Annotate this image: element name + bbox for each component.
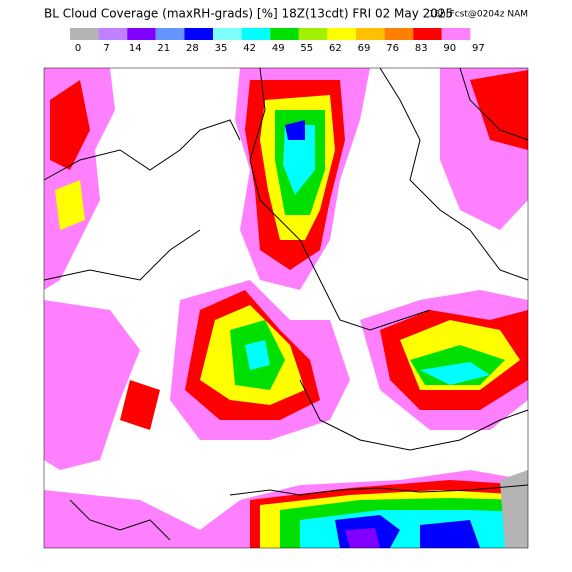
legend-label: 76 [386, 43, 399, 54]
legend-swatch [327, 28, 356, 40]
boundaries [43, 67, 529, 541]
legend-swatch [384, 28, 414, 40]
legend-label: 7 [103, 43, 109, 54]
legend-swatch [270, 28, 299, 40]
legend-label: 83 [415, 43, 428, 54]
map [43, 67, 529, 549]
model-label: 18hrFcst@0204z NAM [429, 10, 528, 20]
legend-label: 14 [129, 43, 142, 54]
legend-label: 42 [243, 43, 256, 54]
legend-swatch [98, 28, 128, 40]
legend-label: 0 [75, 43, 81, 54]
legend-label: 21 [157, 43, 170, 54]
legend-swatch [241, 28, 271, 40]
legend-label: 49 [272, 43, 285, 54]
legend-swatch [213, 28, 242, 40]
legend-swatch [184, 28, 213, 40]
legend-label: 55 [300, 43, 313, 54]
legend-swatch [356, 28, 385, 40]
legend-swatch [470, 28, 499, 40]
cloud-0-7 [500, 470, 528, 548]
legend-label: 62 [329, 43, 342, 54]
title: BL Cloud Coverage (maxRH-grads) [%] 18Z(… [44, 7, 453, 21]
legend-label: 97 [472, 43, 485, 54]
legend-swatch [298, 28, 328, 40]
legend-label: 69 [358, 43, 371, 54]
legend-swatch [441, 28, 471, 40]
legend-swatch [127, 28, 156, 40]
legend-swatch [70, 28, 99, 40]
legend-label: 28 [186, 43, 199, 54]
legend-label: 90 [443, 43, 456, 54]
map-frame [43, 67, 529, 549]
legend-swatch [413, 28, 442, 40]
legend-label: 35 [215, 43, 228, 54]
color-legend: 0 7 14 21 28 35 42 49 55 62 69 76 83 90 97 [70, 28, 499, 54]
legend-swatch [155, 28, 185, 40]
cloud-14-21 [345, 528, 380, 548]
